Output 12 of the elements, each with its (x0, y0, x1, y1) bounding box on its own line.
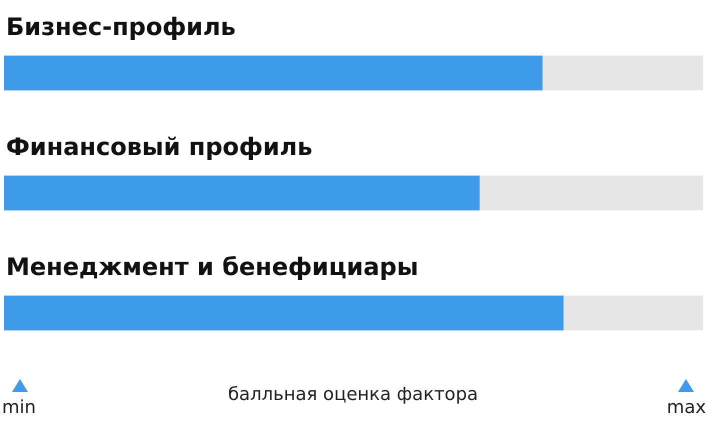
annotation: max (666, 397, 706, 418)
bar (478, 176, 703, 210)
y-tick-label: Финансовый профиль (6, 133, 312, 161)
annotation: min (2, 397, 36, 418)
y-tick-label: Менеджмент и бенефициары (6, 253, 418, 281)
bar (4, 56, 543, 90)
bar (542, 56, 703, 90)
bar (562, 296, 703, 330)
annotation: балльная оценка фактора (228, 384, 478, 405)
bar (4, 176, 480, 210)
bar (4, 296, 564, 330)
y-tick-label: Бизнес-профиль (6, 13, 236, 41)
